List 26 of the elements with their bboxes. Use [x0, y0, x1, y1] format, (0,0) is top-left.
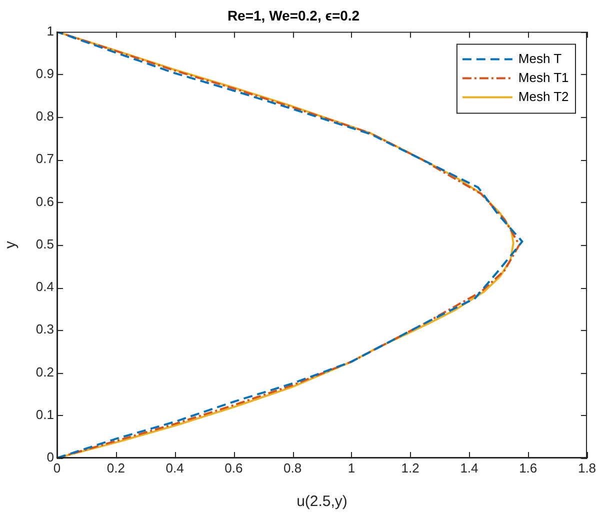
x-tick-label: 1.6 [519, 460, 538, 476]
x-tick-label: 1.4 [460, 460, 478, 476]
legend-label: Mesh T1 [518, 70, 569, 85]
y-tick-label: 0 [46, 450, 54, 465]
legend-label: Mesh T2 [518, 88, 569, 104]
y-tick-label: 0.2 [36, 364, 54, 380]
y-tick-label: 0.6 [36, 194, 54, 209]
x-tick-label: 0.4 [166, 460, 184, 476]
y-tick-label: 0.7 [36, 151, 54, 166]
y-tick-label: 0.3 [36, 322, 54, 337]
x-tick-label: 0.2 [106, 460, 125, 476]
y-tick-label: 1 [46, 23, 54, 38]
legend-label: Mesh T [518, 50, 562, 66]
x-tick-label: 0.6 [224, 460, 243, 476]
y-axis-title: y [2, 240, 20, 249]
x-tick-label: 1.8 [578, 460, 596, 476]
x-tick-label: 1.2 [401, 460, 420, 476]
chart-title: Re=1, We=0.2, ϵ=0.2 [227, 7, 360, 24]
y-tick-label: 0.9 [36, 66, 54, 81]
y-tick-label: 0.4 [36, 279, 54, 294]
x-tick-label: 1 [348, 460, 356, 476]
y-tick-label: 0.5 [36, 236, 54, 252]
y-tick-label: 0.8 [36, 108, 54, 124]
x-tick-label: 0.8 [284, 460, 302, 476]
y-tick-label: 0.1 [36, 406, 54, 422]
x-axis-title: u(2.5,y) [296, 493, 348, 510]
